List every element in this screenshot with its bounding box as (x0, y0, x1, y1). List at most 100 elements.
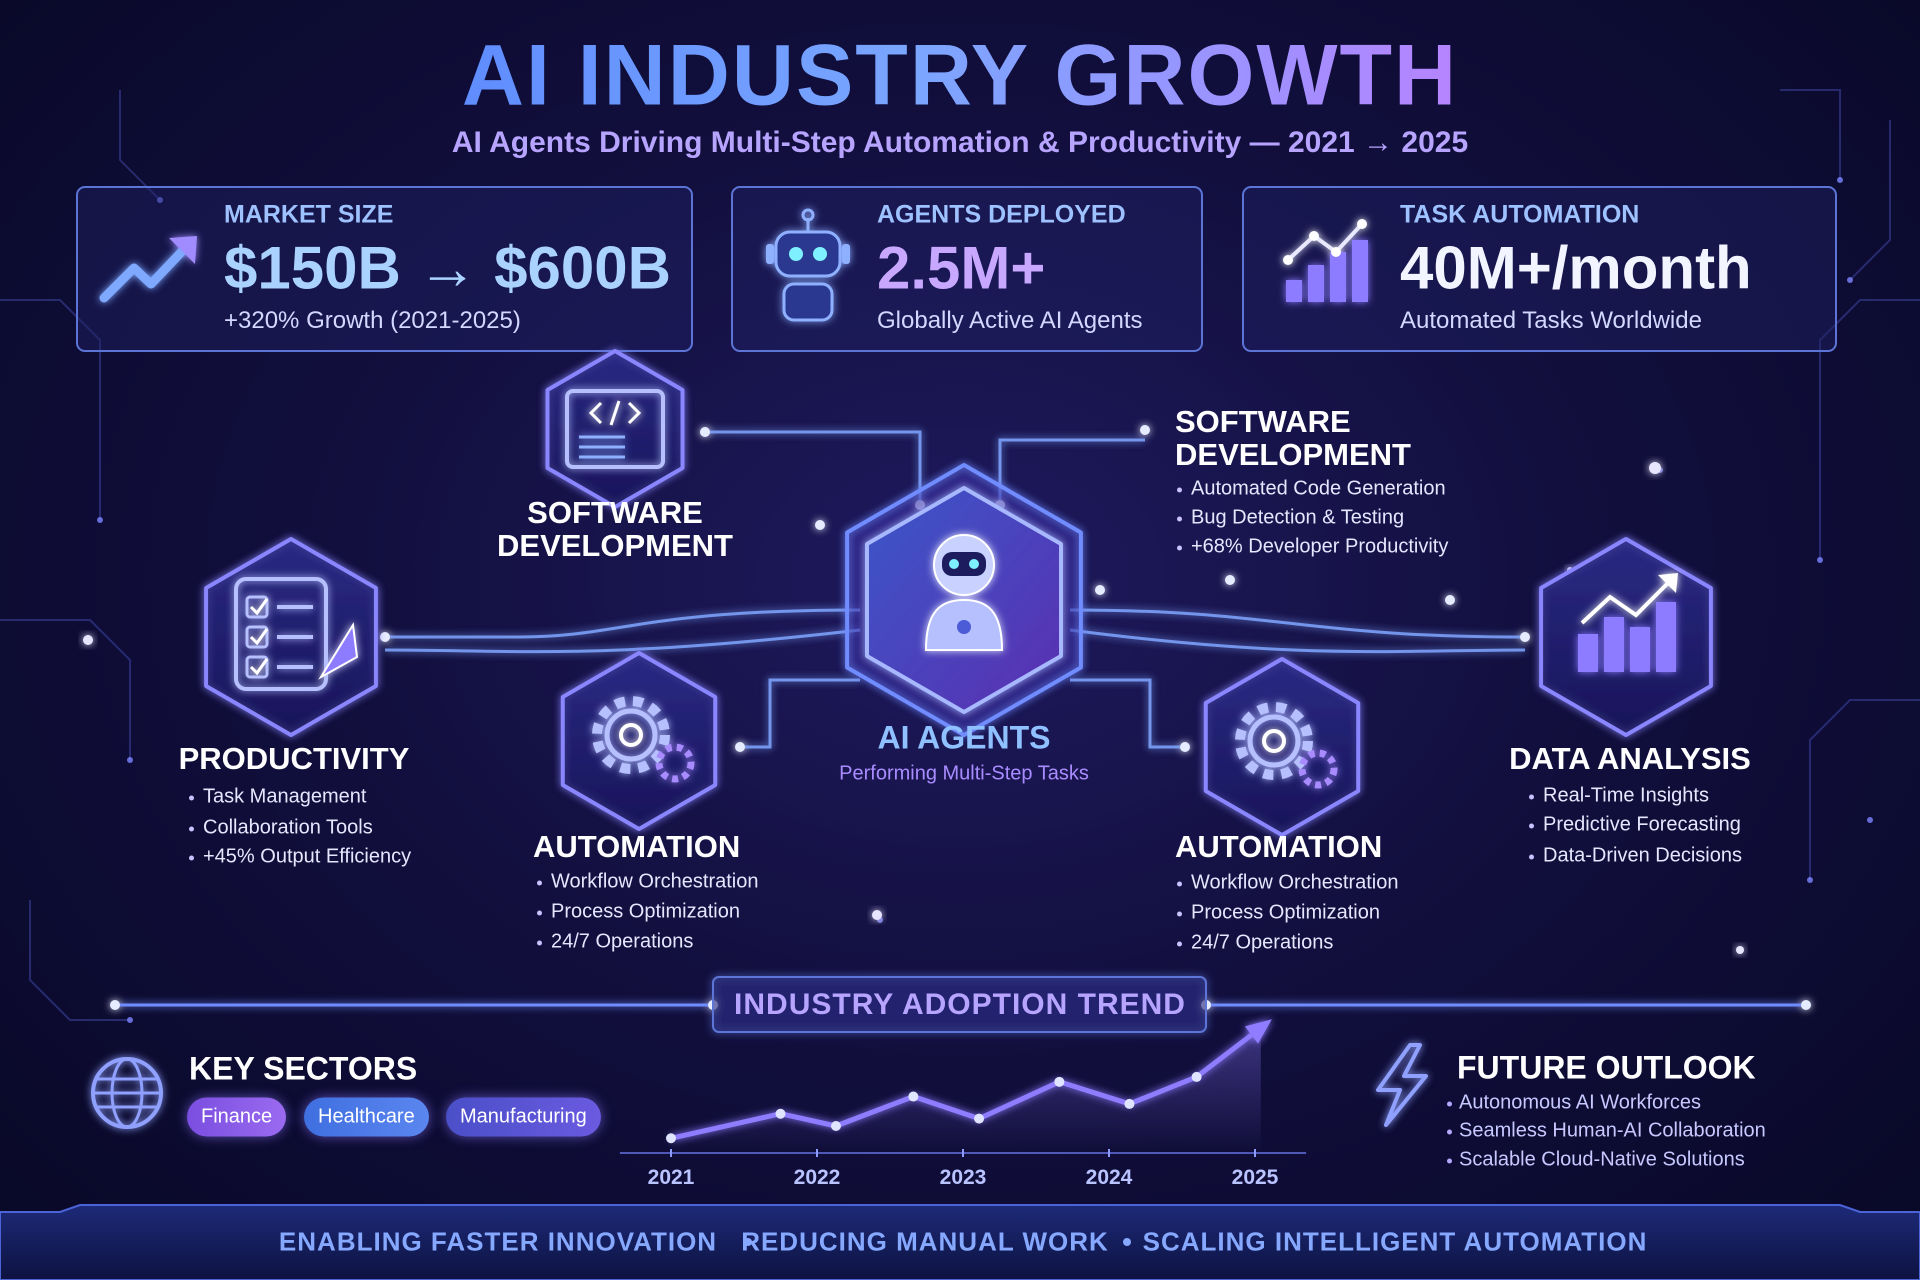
connector-line (700, 430, 922, 505)
node-bullet: Bug Detection & Testing (1175, 507, 1404, 530)
icon-bar (1352, 240, 1368, 302)
node-title: AUTOMATION (1175, 829, 1383, 864)
icon-eye (789, 247, 803, 261)
circuit-dot (157, 197, 163, 203)
connector-line (384, 628, 861, 654)
icon-window (565, 389, 665, 469)
node-title: SOFTWARE DEVELOPMENT (1175, 404, 1411, 472)
outlook-bullet: Autonomous AI Workforces (1445, 1092, 1701, 1115)
trend-title: INDUSTRY ADOPTION TREND (734, 988, 1186, 1021)
icon-arrowhead (1658, 573, 1678, 593)
robot-core (957, 620, 971, 634)
trend-point (1191, 1071, 1202, 1082)
footer-item: REDUCING MANUAL WORK (741, 1226, 1109, 1257)
card-label: AGENTS DEPLOYED (877, 200, 1126, 229)
circuit-background (0, 89, 1920, 1023)
node-bullet: Workflow Orchestration (535, 871, 758, 894)
node-icon (565, 389, 665, 469)
node-title: PRODUCTIVITY (178, 741, 410, 776)
footer-item: ENABLING FASTER INNOVATION (278, 1226, 718, 1257)
card-note: Automated Tasks Worldwide (1400, 307, 1702, 334)
stat-card (76, 186, 693, 352)
footer-separator (1123, 1238, 1131, 1246)
circuit-trace (1809, 699, 1920, 880)
icon-bar (1604, 617, 1624, 672)
icon-bar (1308, 265, 1324, 302)
icon-bar (1578, 634, 1598, 672)
icon-ear (842, 244, 850, 264)
node-icon (1235, 702, 1338, 789)
circuit-dot (1817, 557, 1823, 563)
footer-band (0, 1204, 1920, 1280)
outlook-title: FUTURE OUTLOOK (1457, 1049, 1756, 1086)
icon-gear-hub (1262, 729, 1286, 753)
trend-point (974, 1113, 985, 1124)
connector-dot (1140, 425, 1150, 435)
connector-dot (1095, 585, 1105, 595)
connectors (380, 425, 1530, 752)
icon-bar (1286, 280, 1302, 302)
connector-dot (1225, 575, 1235, 585)
icon-bar (1630, 627, 1650, 672)
x-tick-label: 2025 (1231, 1166, 1279, 1189)
icon-gear-hub (619, 723, 643, 747)
node-title: SOFTWARE DEVELOPMENT (497, 495, 733, 563)
trend-title-box (712, 976, 1207, 1033)
node-icon (592, 696, 695, 783)
hub-robot (924, 534, 1004, 651)
icon-bar (1656, 602, 1676, 672)
icon-checkbox (245, 595, 269, 619)
icon-bar (1330, 252, 1346, 302)
connector-dot (1180, 742, 1190, 752)
footer-separator (744, 1238, 752, 1246)
connector-dot (380, 632, 390, 642)
icon-gear (592, 696, 670, 774)
lightning-icon (1376, 1043, 1428, 1127)
icon-gear-ring (604, 708, 658, 762)
icon-ear (766, 244, 774, 264)
robot-visor (942, 552, 986, 576)
circuit-dot (127, 757, 133, 763)
circuit-trace (29, 900, 130, 1021)
icon-line (1580, 579, 1672, 625)
icon-arrowhead (169, 236, 197, 264)
page-title: AI INDUSTRY GROWTH (461, 27, 1459, 124)
card-value: 2.5M+ (877, 234, 1046, 302)
icon-node (1331, 247, 1341, 257)
node-bullet: Real-Time Insights (1527, 785, 1709, 808)
icon-bracket (627, 401, 642, 425)
connector-dot (815, 520, 825, 530)
icon-slash (609, 400, 621, 426)
icon-line (99, 239, 194, 303)
hub-subtitle: Performing Multi-Step Tasks (839, 762, 1089, 785)
x-tick-label: 2022 (793, 1166, 841, 1189)
icon-rocket (318, 622, 359, 680)
node-bullet: +68% Developer Productivity (1175, 536, 1448, 559)
connector-dot (1445, 595, 1455, 605)
x-tick-label: 2023 (939, 1166, 987, 1189)
trend-point (1054, 1076, 1065, 1087)
node-bullet: Automated Code Generation (1175, 478, 1446, 501)
card-frame (731, 186, 1203, 352)
trend-point (1124, 1098, 1135, 1109)
node-bullet: Data-Driven Decisions (1527, 845, 1742, 868)
sector-tag: Finance (187, 1097, 287, 1137)
icon-node (1357, 219, 1367, 229)
icon-body (782, 282, 834, 322)
circuit-trace (119, 90, 161, 201)
connector-dot (700, 427, 710, 437)
circuit-trace (1780, 89, 1841, 180)
icon-checkbox (245, 655, 269, 679)
card-frame (1242, 186, 1837, 352)
icon-check (249, 628, 269, 646)
trend-point (908, 1091, 919, 1102)
node-icon (234, 577, 359, 691)
robot-eye (949, 559, 959, 569)
trend-area (671, 1027, 1261, 1153)
sparkle (83, 635, 93, 645)
sparkle (1736, 946, 1744, 954)
card-label: TASK AUTOMATION (1400, 200, 1640, 229)
outlook-bullet: Seamless Human-AI Collaboration (1445, 1120, 1766, 1143)
